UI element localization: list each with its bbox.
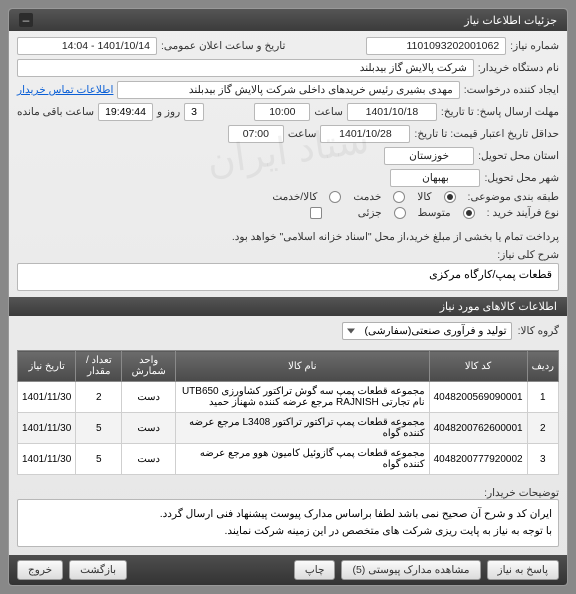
group-row: گروه کالا: تولید و فرآوری صنعتی(سفارشی) [9, 316, 567, 346]
announce-label: تاریخ و ساعت اعلان عمومی: [161, 40, 285, 52]
items-header-row: ردیفکد کالانام کالاواحد شمارشتعداد / مقد… [18, 351, 559, 382]
items-subheader: اطلاعات کالاهای مورد نیاز [9, 297, 567, 316]
deadline-date: 1401/10/18 [347, 103, 437, 121]
table-cell: 4048200777920002 [429, 444, 527, 475]
buyer-field: شرکت پالایش گاز بیدبلند [17, 59, 474, 77]
table-row: 24048200762600001مجموعه قطعات پمپ تراکتو… [18, 413, 559, 444]
buy-type-mid: متوسط [418, 207, 451, 219]
chk-payment[interactable] [310, 207, 322, 219]
payment-note: پرداخت تمام یا بخشی از مبلغ خرید،از محل … [232, 231, 559, 243]
notes-section: توضیحات خریدار: ایران کد و شرح آن صحیح ن… [9, 483, 567, 555]
need-no-field: 1101093202001062 [366, 37, 506, 55]
table-cell: 2 [76, 382, 122, 413]
items-table: ردیفکد کالانام کالاواحد شمارشتعداد / مقد… [17, 350, 559, 475]
city-field: بهبهان [390, 169, 480, 187]
table-cell: 3 [527, 444, 558, 475]
class-label: طبقه بندی موضوعی: [468, 191, 559, 203]
announce-field: 1401/10/14 - 14:04 [17, 37, 157, 55]
notes-text: ایران کد و شرح آن صحیح نمی باشد لطفا برا… [17, 499, 559, 547]
remaining-time: 19:49:44 [98, 103, 153, 121]
radio-mid[interactable] [463, 207, 475, 219]
main-info-section: ستاد ایران شماره نیاز: 1101093202001062 … [9, 31, 567, 297]
validity-label: حداقل تاریخ اعتبار قیمت: تا تاریخ: [414, 128, 559, 140]
radio-service[interactable] [393, 191, 405, 203]
col-header: تعداد / مقدار [76, 351, 122, 382]
details-panel: جزئیات اطلاعات نیاز – ستاد ایران شماره ن… [8, 8, 568, 586]
items-body: 14048200569090001مجموعه قطعات پمپ سه گوش… [18, 382, 559, 475]
table-cell: 5 [76, 413, 122, 444]
creator-field: مهدی بشیری رئیس خریدهای داخلی شرکت پالای… [117, 81, 459, 99]
col-header: کد کالا [429, 351, 527, 382]
group-label: گروه کالا: [518, 325, 559, 337]
remaining-label: ساعت باقی مانده [17, 106, 94, 118]
day-and-label: روز و [157, 106, 180, 118]
table-cell: مجموعه قطعات پمپ تراکتور تراکتور L3408 م… [176, 413, 430, 444]
validity-date: 1401/10/28 [320, 125, 410, 143]
collapse-icon[interactable]: – [19, 13, 33, 27]
table-row: 34048200777920002مجموعه قطعات پمپ گازوئی… [18, 444, 559, 475]
radio-both[interactable] [329, 191, 341, 203]
province-field: خوزستان [384, 147, 474, 165]
table-cell: 4048200762600001 [429, 413, 527, 444]
col-header: واحد شمارش [122, 351, 176, 382]
table-cell: دست [122, 413, 176, 444]
attachments-button[interactable]: مشاهده مدارک پیوستی (5) [341, 560, 480, 580]
print-button[interactable]: چاپ [294, 560, 336, 580]
panel-header: جزئیات اطلاعات نیاز – [9, 9, 567, 31]
table-cell: 1401/11/30 [18, 382, 76, 413]
button-bar: پاسخ به نیاز مشاهده مدارک پیوستی (5) چاپ… [9, 555, 567, 585]
reply-button[interactable]: پاسخ به نیاز [487, 560, 559, 580]
validity-time: 07:00 [228, 125, 284, 143]
table-cell: 1401/11/30 [18, 444, 76, 475]
back-button[interactable]: بازگشت [69, 560, 127, 580]
panel-title: جزئیات اطلاعات نیاز [464, 14, 557, 27]
buy-type-label: نوع فرآیند خرید : [487, 207, 559, 219]
table-cell: 5 [76, 444, 122, 475]
col-header: نام کالا [176, 351, 430, 382]
exit-button[interactable]: خروج [17, 560, 63, 580]
deadline-label: مهلت ارسال پاسخ: تا تاریخ: [441, 106, 559, 118]
table-cell: 2 [527, 413, 558, 444]
need-no-label: شماره نیاز: [510, 40, 559, 52]
class-service: خدمت [353, 191, 381, 203]
table-cell: دست [122, 444, 176, 475]
notes-label: توضیحات خریدار: [484, 487, 559, 499]
desc-box: قطعات پمپ/کارگاه مرکزی [17, 263, 559, 291]
table-row: 14048200569090001مجموعه قطعات پمپ سه گوش… [18, 382, 559, 413]
buyer-label: نام دستگاه خریدار: [478, 62, 559, 74]
group-select[interactable]: تولید و فرآوری صنعتی(سفارشی) [342, 322, 512, 340]
city-label: شهر محل تحویل: [484, 172, 559, 184]
radio-goods[interactable] [444, 191, 456, 203]
table-cell: 1401/11/30 [18, 413, 76, 444]
table-cell: دست [122, 382, 176, 413]
creator-label: ایجاد کننده درخواست: [464, 84, 559, 96]
deadline-time: 10:00 [254, 103, 310, 121]
radio-small[interactable] [394, 207, 406, 219]
buy-type-small: جزئی [358, 207, 382, 219]
province-label: استان محل تحویل: [478, 150, 559, 162]
time-label-2: ساعت [288, 128, 317, 140]
table-cell: مجموعه قطعات پمپ سه گوش تراکتور کشاورزی … [176, 382, 430, 413]
class-goods: کالا [417, 191, 431, 203]
table-cell: 4048200569090001 [429, 382, 527, 413]
table-cell: 1 [527, 382, 558, 413]
class-both: کالا/خدمت [272, 191, 317, 203]
col-header: ردیف [527, 351, 558, 382]
time-label-1: ساعت [314, 106, 343, 118]
col-header: تاریخ نیاز [18, 351, 76, 382]
contact-link[interactable]: اطلاعات تماس خریدار [17, 84, 113, 96]
desc-label: شرح کلی نیاز: [497, 249, 559, 261]
table-cell: مجموعه قطعات پمپ گازوئیل کامیون هوو مرجع… [176, 444, 430, 475]
remaining-days: 3 [184, 103, 204, 121]
